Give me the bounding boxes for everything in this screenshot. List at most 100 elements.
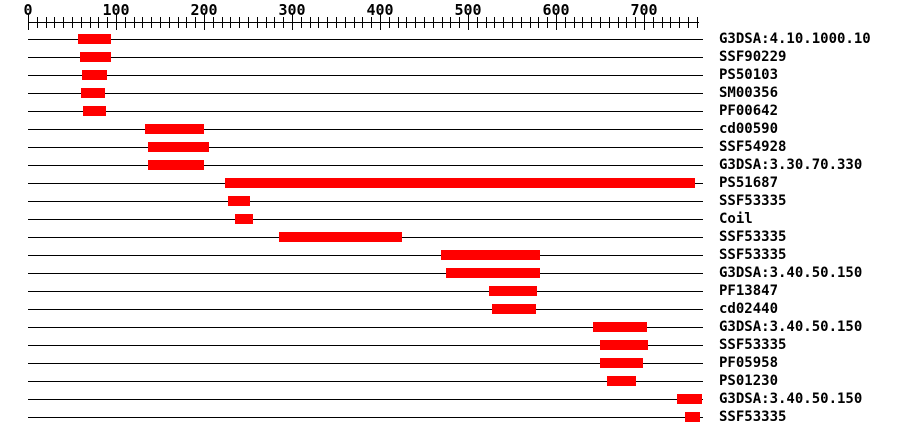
ruler-minor-tick — [160, 17, 161, 28]
feature-label[interactable]: SSF53335 — [719, 229, 787, 245]
feature-bar[interactable] — [446, 268, 541, 278]
ruler-minor-tick — [538, 17, 540, 28]
sequence-line — [28, 399, 703, 400]
ruler-minor-tick — [520, 17, 522, 28]
ruler-minor-tick — [600, 17, 601, 28]
feature-bar[interactable] — [600, 358, 644, 368]
ruler-minor-tick — [512, 17, 513, 28]
feature-label[interactable]: cd00590 — [719, 121, 779, 137]
ruler-tick-label: 500 — [454, 1, 482, 19]
feature-label[interactable]: G3DSA:3.30.70.330 — [719, 157, 863, 173]
ruler-minor-tick — [300, 17, 302, 28]
feature-bar[interactable] — [78, 34, 111, 44]
ruler-minor-tick — [177, 17, 179, 28]
feature-label[interactable]: cd02440 — [719, 301, 779, 317]
feature-bar[interactable] — [82, 106, 107, 116]
feature-bar[interactable] — [227, 196, 250, 206]
sequence-line — [28, 75, 703, 76]
feature-label[interactable]: PF13847 — [719, 283, 779, 299]
feature-bar[interactable] — [79, 52, 111, 62]
sequence-line — [28, 57, 703, 58]
ruler-minor-tick — [432, 17, 434, 28]
ruler-minor-tick — [309, 17, 311, 28]
sequence-line — [28, 129, 703, 130]
ruler-minor-tick — [230, 17, 232, 28]
ruler-minor-tick — [406, 17, 408, 28]
ruler-minor-tick — [485, 17, 487, 28]
sequence-line — [28, 201, 703, 202]
ruler-minor-tick — [696, 17, 698, 28]
feature-label[interactable]: G3DSA:3.40.50.150 — [719, 391, 863, 407]
feature-bar[interactable] — [593, 322, 647, 332]
ruler-baseline — [28, 22, 699, 23]
feature-label[interactable]: PS51687 — [719, 175, 779, 191]
ruler-minor-tick — [362, 17, 364, 28]
feature-bar[interactable] — [81, 70, 108, 80]
ruler-minor-tick — [318, 17, 320, 28]
feature-bar[interactable] — [225, 178, 695, 188]
feature-label[interactable]: SSF90229 — [719, 49, 787, 65]
feature-label[interactable]: G3DSA:3.40.50.150 — [719, 265, 863, 281]
feature-bar[interactable] — [234, 214, 254, 224]
ruler-minor-tick — [608, 17, 610, 28]
feature-bar[interactable] — [600, 340, 649, 350]
feature-label[interactable]: PS50103 — [719, 67, 779, 83]
feature-bar[interactable] — [145, 124, 204, 134]
ruler-minor-tick — [494, 17, 496, 28]
feature-bar[interactable] — [440, 250, 541, 260]
feature-bar[interactable] — [147, 160, 204, 170]
ruler-minor-tick — [652, 17, 654, 28]
ruler-major-tick — [380, 14, 381, 30]
ruler-minor-tick — [564, 17, 566, 28]
ruler-minor-tick — [617, 17, 619, 28]
feature-label[interactable]: SM00356 — [719, 85, 779, 101]
ruler-minor-tick — [274, 17, 276, 28]
ruler-major-tick — [556, 14, 557, 30]
feature-label[interactable]: PF05958 — [719, 355, 779, 371]
ruler-minor-tick — [415, 17, 417, 28]
ruler-minor-tick — [239, 17, 241, 28]
ruler-minor-tick — [397, 17, 399, 28]
feature-label[interactable]: SSF53335 — [719, 193, 787, 209]
feature-label[interactable]: G3DSA:3.40.50.150 — [719, 319, 863, 335]
ruler-minor-tick — [98, 17, 100, 28]
feature-label[interactable]: Coil — [719, 211, 753, 227]
feature-bar[interactable] — [607, 376, 636, 386]
sequence-line — [28, 381, 703, 382]
feature-label[interactable]: PS01230 — [719, 373, 779, 389]
ruler-minor-tick — [36, 17, 38, 28]
ruler-minor-tick — [591, 17, 593, 28]
ruler-minor-tick — [168, 17, 170, 28]
feature-label[interactable]: PF00642 — [719, 103, 779, 119]
feature-bar[interactable] — [489, 286, 537, 296]
feature-bar[interactable] — [278, 232, 402, 242]
ruler-minor-tick — [371, 17, 373, 28]
ruler-minor-tick — [626, 17, 628, 28]
ruler-minor-tick — [124, 17, 126, 28]
ruler-minor-tick — [151, 17, 153, 28]
sequence-line — [28, 165, 703, 166]
ruler-minor-tick — [54, 17, 56, 28]
feature-bar[interactable] — [147, 142, 210, 152]
ruler-major-tick — [28, 14, 29, 30]
feature-label[interactable]: SSF53335 — [719, 409, 787, 425]
ruler-minor-tick — [72, 17, 73, 28]
feature-label[interactable]: SSF53335 — [719, 337, 787, 353]
feature-label[interactable]: SSF53335 — [719, 247, 787, 263]
feature-bar[interactable] — [676, 394, 703, 404]
ruler-tick-label: 0 — [23, 1, 33, 19]
ruler-minor-tick — [573, 17, 575, 28]
feature-label[interactable]: G3DSA:4.10.1000.10 — [719, 31, 871, 47]
sequence-line — [28, 273, 703, 274]
feature-bar[interactable] — [80, 88, 106, 98]
ruler-minor-tick — [248, 17, 249, 28]
feature-label[interactable]: SSF54928 — [719, 139, 787, 155]
feature-bar[interactable] — [491, 304, 536, 314]
feature-bar[interactable] — [684, 412, 700, 422]
ruler-tick-label: 400 — [366, 1, 394, 19]
ruler-minor-tick — [107, 17, 109, 28]
sequence-line — [28, 345, 703, 346]
ruler-minor-tick — [186, 17, 188, 28]
ruler-tick-label: 700 — [630, 1, 658, 19]
